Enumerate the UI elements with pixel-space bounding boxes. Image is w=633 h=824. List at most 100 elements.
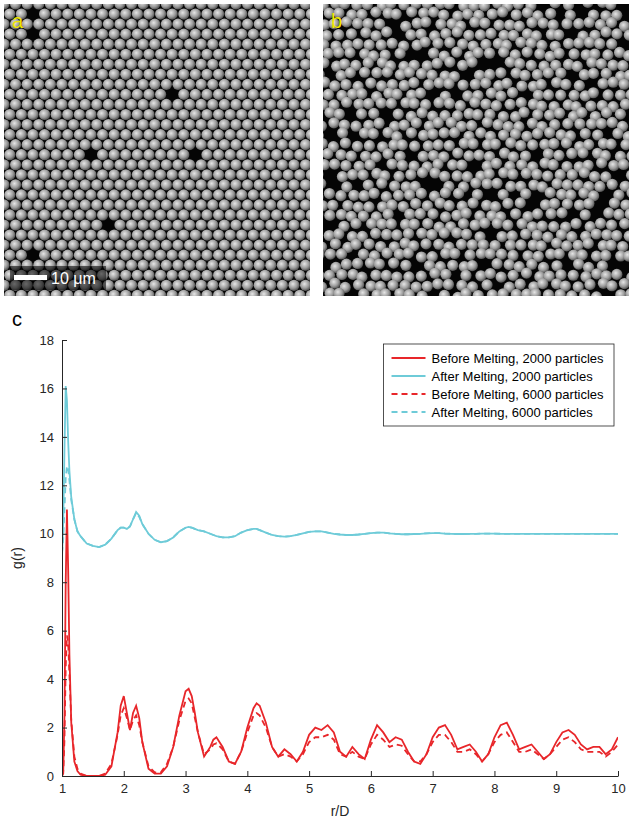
axis-line [62,341,63,777]
particle [368,128,379,139]
particle [155,250,166,261]
particle [323,209,324,220]
particle [486,88,497,99]
particle [527,118,538,129]
particle [283,69,294,80]
particle [451,227,462,238]
tick-label: 18 [40,333,54,348]
particle [259,250,270,261]
particle [455,100,466,111]
particle [467,197,478,208]
particle [161,240,172,251]
particle [453,188,464,199]
particle [184,280,195,291]
particle [56,4,67,10]
particle [143,169,154,180]
particle [213,129,224,140]
particle [149,39,160,50]
particle [451,46,462,57]
particle [196,179,207,190]
tick: 14 [40,430,67,445]
particle [482,178,493,189]
particle [515,279,526,290]
particle [207,59,218,70]
particle [68,99,79,110]
particle [415,88,426,99]
particle [608,160,619,171]
particle [143,229,154,240]
particle [120,149,131,160]
tick-label: 12 [40,478,54,493]
particle [219,39,230,50]
tick: 16 [40,381,67,396]
particle [190,49,201,60]
particle [352,18,363,29]
particle [605,4,616,10]
tick-label: 8 [491,781,498,796]
particle [288,39,299,50]
particle [201,8,212,19]
particle [277,39,288,50]
particle [306,149,310,160]
particle [16,250,27,261]
particle [138,59,149,70]
particle [490,138,501,149]
particle [617,241,628,252]
legend-label: Before Melting, 6000 particles [432,387,604,402]
tick-mark [62,534,67,535]
tick-label: 3 [182,781,189,796]
tick-label: 6 [368,781,375,796]
particle [259,89,270,100]
particle [566,148,577,159]
particle [74,149,85,160]
particle [167,129,178,140]
particle [80,139,91,150]
particle [381,229,392,240]
particle [420,36,431,47]
particle [161,219,172,230]
particle [68,240,79,251]
particle [265,39,276,50]
particle [340,160,351,171]
particle [225,250,236,261]
particle [167,250,178,261]
particle [190,89,201,100]
particle [491,158,502,169]
particle [155,69,166,80]
particle [56,99,67,110]
particle [201,270,212,281]
particle [167,69,178,80]
particle [288,179,299,190]
particle [22,39,33,50]
particle [573,18,584,29]
particle [178,8,189,19]
particle [516,97,527,108]
particle [149,260,160,271]
particle [306,169,310,180]
tick-mark [62,679,67,680]
particle [132,149,143,160]
particle [294,250,305,261]
particle [39,8,50,19]
particle [132,29,143,40]
particle [196,139,207,150]
particle [33,199,44,210]
particle [381,26,392,37]
particle [143,209,154,220]
tick: 12 [40,478,67,493]
particle [594,181,605,192]
particle [265,59,276,70]
particle [138,99,149,110]
particle [103,18,114,29]
particle [196,240,207,251]
particle [230,4,241,10]
particle [109,109,120,120]
particle [120,129,131,140]
particle [283,250,294,261]
particle [555,90,566,101]
particle [33,79,44,90]
particle [27,89,38,100]
particle [51,29,62,40]
particle [507,87,518,98]
particle [51,290,62,296]
